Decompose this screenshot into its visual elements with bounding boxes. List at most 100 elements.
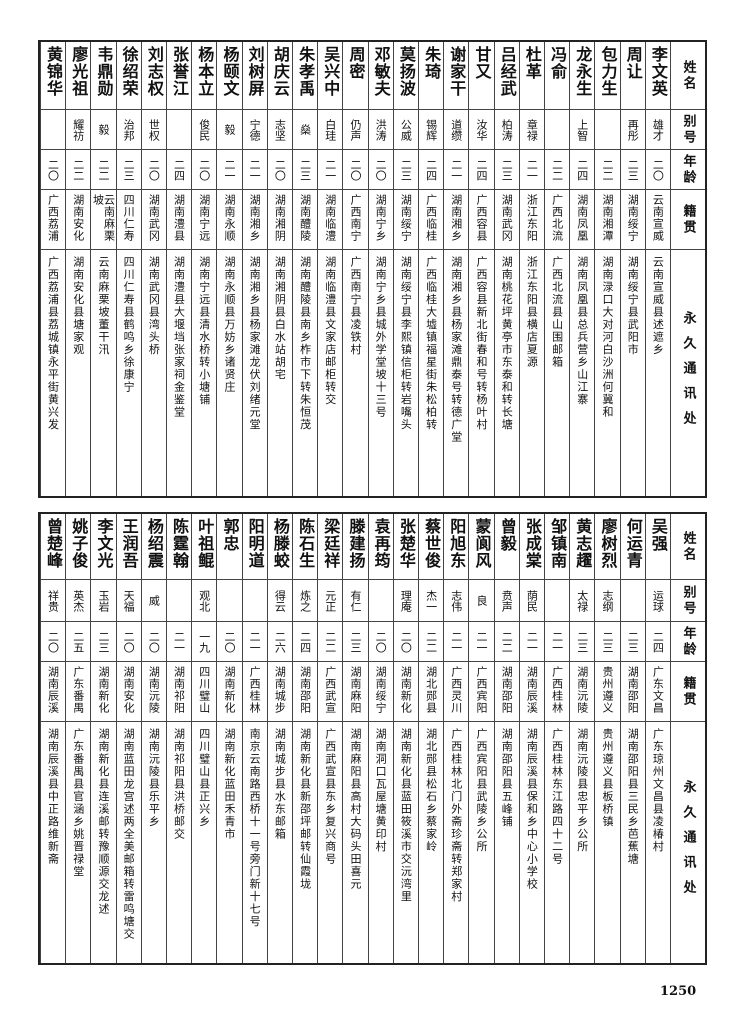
header-alias: 别号 [671,580,705,622]
person-native-place: 湖南邵阳 [620,662,645,722]
person-address: 浙江东阳县横店夏源 [525,256,539,369]
person-age: 二三 [343,622,368,662]
person-alias: 再彤 [620,110,645,150]
person-alias: 世权 [141,110,166,150]
person-record: 张誉江 二四 湖南澧县 湖南澧县大堰垱张家祠金鉴堂 [165,42,192,496]
person-native-place: 湖南安化 [66,190,91,250]
person-name: 刘志权 [141,42,166,110]
person-native-place: 湖南湘阴 [267,190,292,250]
person-native-place: 广西桂林 [242,662,267,722]
person-age: 二五 [66,622,91,662]
person-address: 湖南麻阳县高村大码头田喜元 [348,728,362,891]
person-age: 二三 [620,150,645,190]
person-alias: 章禄 [519,110,544,150]
person-alias: 炼之 [292,580,318,622]
person-age: 二一 [444,622,469,662]
header-native: 籍贯 [671,662,705,722]
person-address: 湖南辰溪县中正路维新斋 [46,728,60,866]
person-age: 二〇 [40,622,66,662]
person-address: 贵州遵义县板桥镇 [601,728,614,828]
person-name: 龙永生 [570,42,595,110]
person-name: 姚子俊 [66,514,91,580]
person-name: 袁再筠 [368,514,393,580]
person-alias: 运球 [645,580,670,622]
person-native-place: 湖南澧县 [166,190,192,250]
person-age: 二一 [242,622,267,662]
person-address: 云南宣威县述遮乡 [651,256,665,356]
person-alias [544,110,570,150]
person-alias: 燊 [292,110,318,150]
person-native-place: 湖南临澧 [318,190,343,250]
person-name: 阳明道 [242,514,267,580]
person-address: 广西临桂大墟镇福星街朱松柏转 [424,256,438,431]
person-native-place: 广东文昌 [645,662,670,722]
person-alias: 仍声 [343,110,368,150]
person-age: 二一 [444,150,469,190]
person-age: 二二 [318,622,343,662]
person-address: 湖南邵阳县五峰铺 [500,728,514,828]
person-record: 李文英 雄才 二〇 云南宣威 云南宣威县述遮乡 [644,42,670,496]
person-record: 吴兴中 白珪 二一 湖南临澧 湖南临澧县文家店邮柜转交 [317,42,343,496]
person-alias: 贲声 [494,580,519,622]
person-native-place: 广西桂林 [544,662,570,722]
person-age: 二〇 [393,622,418,662]
person-name: 何运青 [620,514,645,580]
person-alias: 玉岩 [91,580,116,622]
person-record: 张成棠 荫民 二一 湖南辰溪 湖南辰溪县保和乡中心小学校 [518,514,544,963]
person-alias: 威 [141,580,166,622]
person-age: 二一 [217,150,242,190]
person-native-place: 广西北流 [544,190,570,250]
person-address: 湖南宁乡县城外学堂坡十三号 [374,256,388,419]
person-alias [217,580,242,622]
person-name: 刘树屏 [242,42,267,110]
person-alias: 雄才 [645,110,670,150]
person-age: 二二 [66,150,91,190]
person-name: 曾楚峰 [40,514,66,580]
person-native-place: 湖南新化 [91,662,116,722]
person-record: 黄志趯 太禄 二三 湖南沅陵 湖南沅陵县忠平乡公所 [569,514,595,963]
header-name: 姓名 [671,514,705,580]
person-age: 二三 [116,150,141,190]
header-age: 年龄 [671,622,705,662]
person-address: 湖南邵阳县三民乡芭蕉塘 [626,728,640,866]
person-age: 二二 [595,150,620,190]
person-native-place: 湖南宁乡 [368,190,393,250]
person-alias: 志坚 [267,110,292,150]
person-record: 包力生 二二 湖南湘潭 湖南渌口大对河白沙洲何冀和 [594,42,620,496]
header-address: 永久通讯处 [680,310,696,436]
person-name: 周密 [343,42,368,110]
person-native-place: 湖南麻阳 [343,662,368,722]
person-name: 莫扬波 [393,42,418,110]
person-name: 陈石生 [292,514,318,580]
person-alias: 毅 [91,110,116,150]
person-alias: 洪涛 [368,110,393,150]
person-record: 韦鼎勋毅二二 云南麻栗坡 云南麻栗坡董干汛 [90,42,116,496]
person-native-place: 浙江东阳 [519,190,544,250]
person-native-place: 云南宣威 [645,190,670,250]
person-name: 梁廷祥 [318,514,343,580]
person-name: 徐绍荣 [116,42,141,110]
person-name: 韦鼎勋 [91,42,116,110]
person-record: 甘又 汝华 二四 广西容县 广西容县新北街春和号转杨叶村 [468,42,494,496]
person-alias [242,580,267,622]
person-name: 杨绍震 [141,514,166,580]
person-alias: 俊民 [192,110,217,150]
person-address: 湖南渌口大对河白沙洲何冀和 [601,256,614,419]
person-age: 二四 [570,150,595,190]
person-name: 郭忠 [217,514,242,580]
person-record: 曾毅 贲声 二二 湖南邵阳 湖南邵阳县五峰铺 [493,514,519,963]
person-address: 广西北流县山围邮箱 [550,256,564,369]
person-age: 二一 [519,150,544,190]
person-native-place: 湖南邵阳 [292,662,318,722]
person-address: 广西武宣县东乡复兴商号 [323,728,337,866]
person-age: 二二 [544,150,570,190]
person-address: 南京云南路西桥十一号旁门新十七号 [248,728,262,928]
person-address: 湖南绥宁县武阳市 [626,256,640,356]
person-alias: 杰一 [418,580,444,622]
person-record: 陈石生 炼之 二四 湖南邵阳 湖南新化县新邵坪邮转仙霞垅 [291,514,318,963]
person-name: 王润吾 [116,514,141,580]
person-record: 邓敏夫 洪涛 二〇 湖南宁乡 湖南宁乡县城外学堂坡十三号 [367,42,393,496]
person-alias: 天福 [116,580,141,622]
person-record: 杨绍震威二〇 湖南沅陵 湖南沅陵县乐平乡 [140,514,166,963]
person-name: 曾毅 [494,514,519,580]
